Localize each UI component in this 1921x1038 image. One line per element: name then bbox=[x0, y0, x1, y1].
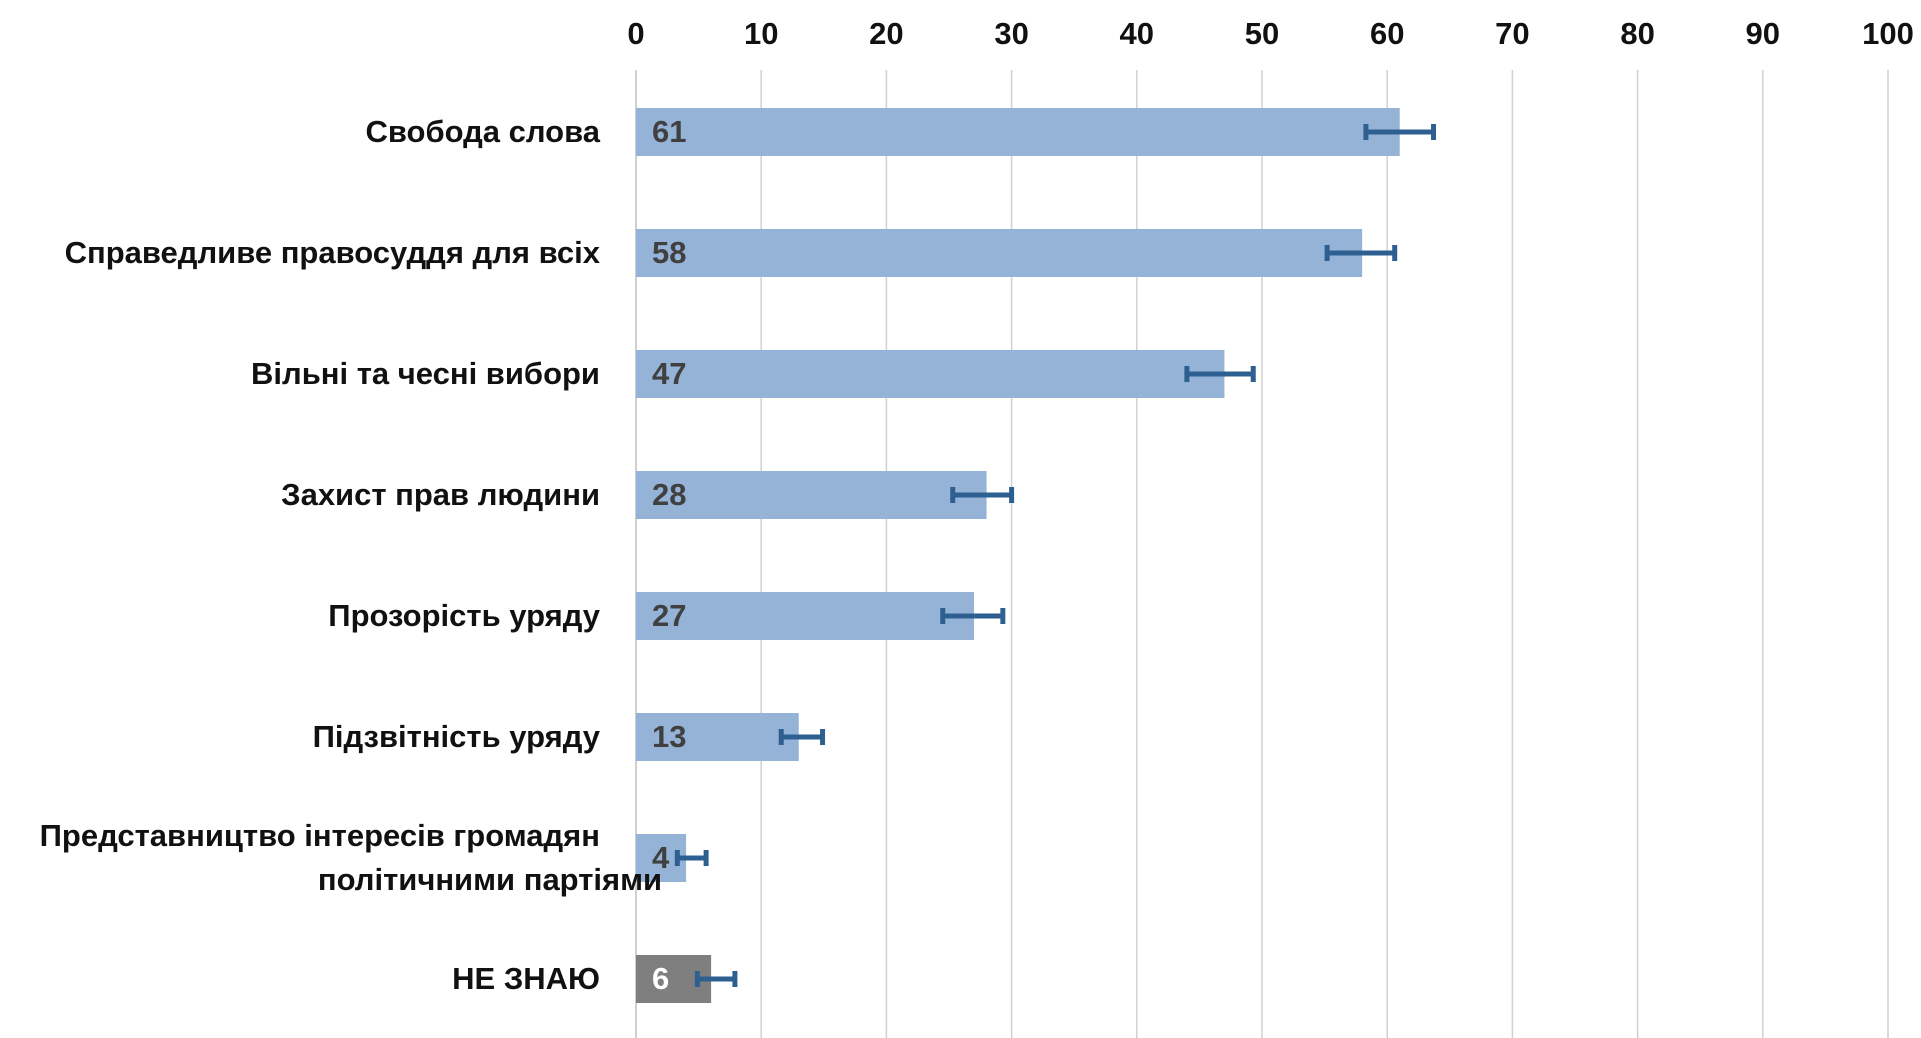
category-label: Справедливе правосуддя для всіх bbox=[65, 235, 601, 270]
bar bbox=[636, 713, 799, 761]
category-labels: Свобода слова Справедливе правосуддя для … bbox=[40, 114, 662, 996]
x-tick-label: 70 bbox=[1495, 16, 1529, 51]
bars bbox=[636, 108, 1400, 1003]
x-tick-label: 50 bbox=[1245, 16, 1279, 51]
x-tick-label: 100 bbox=[1862, 16, 1914, 51]
category-label: Підзвітність уряду bbox=[313, 719, 601, 754]
category-label: Свобода слова bbox=[365, 114, 600, 149]
x-tick-label: 60 bbox=[1370, 16, 1404, 51]
bar-value-label: 4 bbox=[652, 840, 670, 875]
bar-value-label: 6 bbox=[652, 961, 669, 996]
x-axis-ticks: 0 10 20 30 40 50 60 70 80 90 100 bbox=[627, 16, 1913, 51]
category-label: Прозорість уряду bbox=[328, 598, 600, 633]
x-tick-label: 40 bbox=[1120, 16, 1154, 51]
x-tick-label: 30 bbox=[994, 16, 1028, 51]
bar-value-label: 61 bbox=[652, 114, 686, 149]
category-label: Захист прав людини bbox=[281, 477, 600, 512]
category-label: НЕ ЗНАЮ bbox=[452, 961, 600, 996]
category-label: політичними партіями bbox=[318, 862, 662, 897]
bar bbox=[636, 229, 1363, 277]
x-tick-label: 80 bbox=[1620, 16, 1654, 51]
bar-value-labels: 61 58 47 28 27 13 4 6 bbox=[652, 114, 686, 996]
bar bbox=[636, 350, 1225, 398]
bar-value-label: 58 bbox=[652, 235, 686, 270]
category-label: Вільні та чесні вибори bbox=[251, 356, 600, 391]
x-tick-label: 20 bbox=[869, 16, 903, 51]
bar bbox=[636, 592, 975, 640]
error-bars bbox=[674, 124, 1437, 987]
category-label: Представництво інтересів громадян bbox=[40, 818, 600, 853]
x-tick-label: 10 bbox=[744, 16, 778, 51]
bar-value-label: 47 bbox=[652, 356, 686, 391]
x-tick-label: 90 bbox=[1746, 16, 1780, 51]
bar-value-label: 13 bbox=[652, 719, 686, 754]
bar-value-label: 27 bbox=[652, 598, 686, 633]
bar-value-label: 28 bbox=[652, 477, 686, 512]
x-tick-label: 0 bbox=[627, 16, 644, 51]
bar bbox=[636, 108, 1400, 156]
bar bbox=[636, 471, 987, 519]
gridlines bbox=[635, 70, 1889, 1038]
